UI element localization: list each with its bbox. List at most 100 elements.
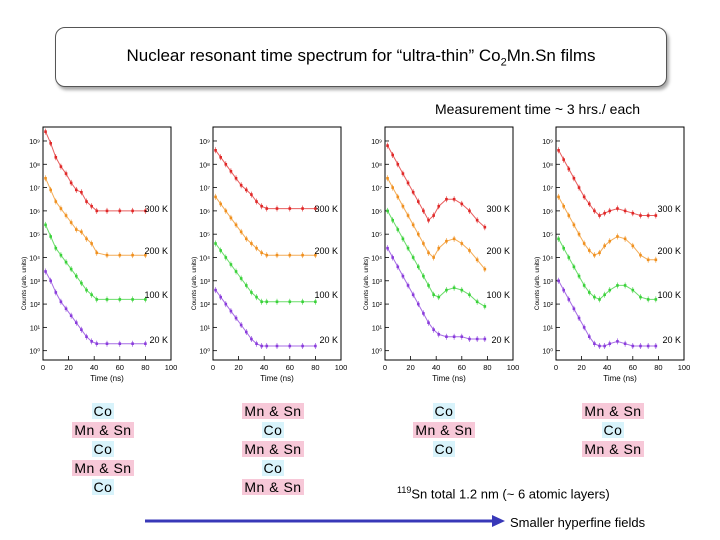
arrow-label: Smaller hyperfine fields: [510, 515, 646, 530]
mn-sn-layer-label: Mn & Sn: [72, 422, 134, 438]
y-tick-label: 10⁸: [199, 162, 210, 169]
temperature-label: 100 K: [314, 290, 338, 300]
y-tick-label: 10⁷: [30, 186, 41, 193]
x-tick-label: 0: [383, 363, 387, 372]
mn-sn-layer-label: Mn & Sn: [582, 403, 644, 419]
y-axis-label: Counts (arb. units): [534, 257, 541, 310]
x-tick-label: 60: [629, 363, 637, 372]
x-tick-label: 80: [483, 363, 491, 372]
co-layer-label: Co: [432, 441, 456, 457]
mn-sn-layer-label: Mn & Sn: [242, 403, 304, 419]
mn-sn-layer-label: Mn & Sn: [242, 479, 304, 495]
x-axis-label: Time (ns): [432, 374, 466, 383]
y-tick-label: 10⁷: [372, 186, 383, 193]
plot-frame: [384, 126, 514, 361]
y-tick-label: 10¹: [200, 325, 211, 332]
temperature-label: 20 K: [149, 335, 168, 345]
y-tick-label: 10⁴: [199, 255, 210, 262]
measurement-time-note: Measurement time ~ 3 hrs./ each: [435, 101, 641, 117]
x-tick-label: 20: [577, 363, 585, 372]
mn-sn-layer-label: Mn & Sn: [242, 441, 304, 457]
x-tick-label: 40: [432, 363, 440, 372]
y-tick-label: 10⁹: [542, 139, 553, 146]
x-tick-label: 0: [211, 363, 215, 372]
co-layer-label: Co: [432, 403, 456, 419]
layer-stack-2: Mn & Sn Co Mn & Sn Co Mn & Sn: [238, 402, 308, 497]
x-tick-label: 60: [458, 363, 466, 372]
co-layer-label: Co: [261, 460, 285, 476]
y-tick-label: 10⁸: [371, 162, 382, 169]
x-tick-label: 100: [507, 363, 520, 372]
temperature-label: 300 K: [657, 204, 681, 214]
temperature-label: 200 K: [657, 246, 681, 256]
y-tick-label: 10⁴: [542, 255, 553, 262]
x-axis-label: Time (ns): [603, 374, 637, 383]
temperature-label: 200 K: [486, 246, 510, 256]
y-tick-label: 10⁰: [199, 348, 210, 356]
y-tick-label: 10⁵: [199, 232, 210, 239]
x-tick-label: 80: [141, 363, 149, 372]
y-tick-label: 10⁹: [199, 139, 210, 146]
y-tick-label: 10³: [543, 279, 554, 286]
x-tick-label: 40: [90, 363, 98, 372]
y-axis-label: Counts (arb. units): [21, 257, 28, 310]
slide-title: Nuclear resonant time spectrum for “ultr…: [126, 45, 596, 69]
y-tick-label: 10²: [543, 302, 554, 309]
y-tick-label: 10⁴: [371, 255, 382, 262]
temperature-label: 300 K: [144, 204, 168, 214]
co-layer-label: Co: [261, 422, 285, 438]
temperature-label: 100 K: [144, 290, 168, 300]
thickness-note: 119Sn total 1.2 nm (~ 6 atomic layers): [397, 485, 610, 502]
temperature-label: 100 K: [486, 290, 510, 300]
y-tick-label: 10³: [372, 279, 383, 286]
y-tick-label: 10²: [200, 302, 211, 309]
temperature-label: 20 K: [319, 335, 338, 345]
y-tick-label: 10⁷: [543, 186, 554, 193]
temperature-label: 200 K: [144, 246, 168, 256]
plot-frame: [555, 126, 685, 361]
temperature-label: 300 K: [486, 204, 510, 214]
temperature-label: 200 K: [314, 246, 338, 256]
y-tick-label: 10²: [372, 302, 383, 309]
y-tick-label: 10¹: [372, 325, 383, 332]
y-tick-label: 10⁸: [29, 162, 40, 169]
layer-stack-1: Co Mn & Sn Co Mn & Sn Co: [68, 402, 138, 497]
x-tick-label: 80: [311, 363, 319, 372]
y-tick-label: 10⁸: [542, 162, 553, 169]
x-tick-label: 40: [603, 363, 611, 372]
y-axis-label: Counts (arb. units): [363, 257, 370, 310]
co-layer-label: Co: [91, 479, 115, 495]
y-tick-label: 10⁵: [371, 232, 382, 239]
title-box: Nuclear resonant time spectrum for “ultr…: [55, 27, 667, 87]
y-tick-label: 10⁶: [542, 209, 553, 216]
temperature-label: 100 K: [657, 290, 681, 300]
x-tick-label: 80: [654, 363, 662, 372]
y-tick-label: 10²: [30, 302, 41, 309]
x-tick-label: 0: [554, 363, 558, 372]
temperature-label: 300 K: [314, 204, 338, 214]
y-tick-label: 10⁶: [29, 209, 40, 216]
y-tick-label: 10³: [30, 279, 41, 286]
x-tick-label: 40: [260, 363, 268, 372]
co-layer-label: Co: [91, 441, 115, 457]
y-tick-label: 10⁹: [29, 139, 40, 146]
x-tick-label: 20: [64, 363, 72, 372]
temperature-label: 20 K: [662, 335, 681, 345]
y-tick-label: 10⁶: [199, 209, 210, 216]
mn-sn-layer-label: Mn & Sn: [413, 422, 475, 438]
y-tick-label: 10⁰: [29, 348, 40, 356]
x-tick-label: 60: [286, 363, 294, 372]
y-tick-label: 10¹: [543, 325, 554, 332]
mn-sn-layer-label: Mn & Sn: [72, 460, 134, 476]
y-tick-label: 10⁴: [29, 255, 40, 262]
layer-stack-3: Co Mn & Sn Co: [409, 402, 479, 459]
y-tick-label: 10⁹: [371, 139, 382, 146]
layer-stack-4: Mn & Sn Co Mn & Sn: [578, 402, 648, 459]
mn-sn-layer-label: Mn & Sn: [582, 441, 644, 457]
y-tick-label: 10⁵: [542, 232, 553, 239]
x-tick-label: 20: [234, 363, 242, 372]
